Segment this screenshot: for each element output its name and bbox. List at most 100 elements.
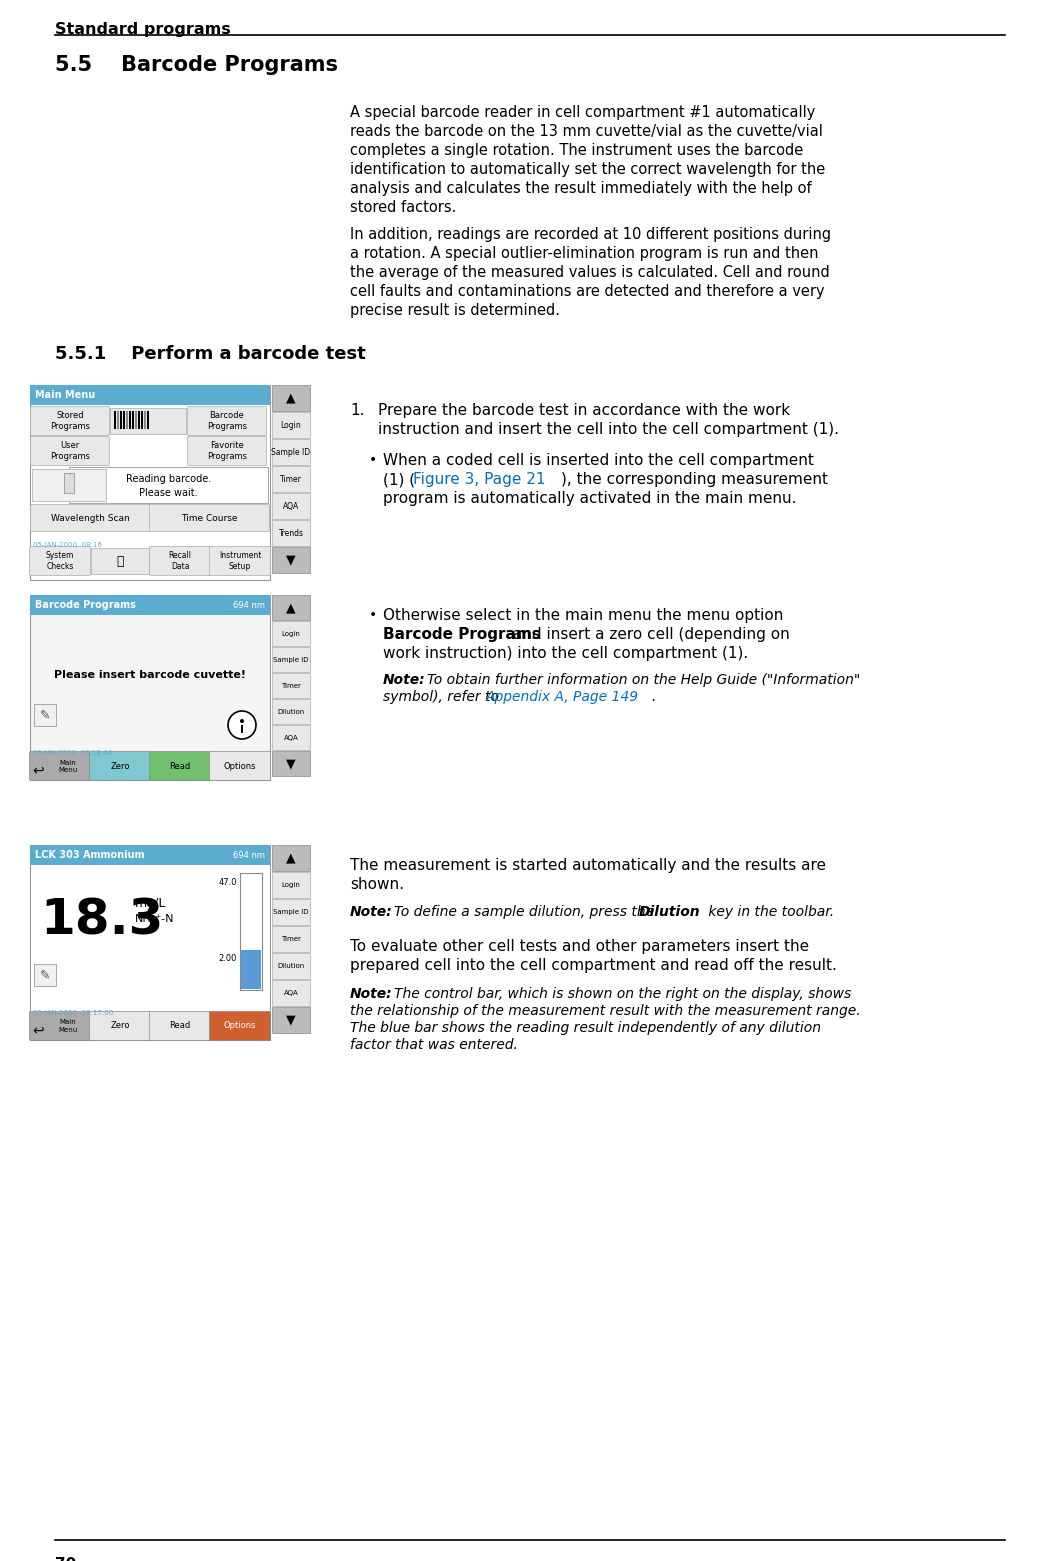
Text: identification to automatically set the correct wavelength for the: identification to automatically set the … (350, 162, 825, 176)
Bar (272, 926, 310, 952)
Text: 5.5.1    Perform a barcode test: 5.5.1 Perform a barcode test (55, 345, 365, 364)
Text: (1) (: (1) ( (383, 471, 415, 487)
Text: Reading barcode.: Reading barcode. (126, 475, 211, 484)
FancyBboxPatch shape (29, 1012, 90, 1041)
Text: To define a sample dilution, press the: To define a sample dilution, press the (394, 905, 658, 919)
Text: .: . (651, 690, 655, 704)
Text: Timer: Timer (281, 682, 301, 688)
FancyBboxPatch shape (29, 751, 90, 780)
Text: 1.: 1. (350, 403, 364, 418)
Bar (272, 699, 310, 724)
Bar (91, 548, 149, 574)
Text: the relationship of the measurement result with the measurement range.: the relationship of the measurement resu… (350, 1004, 861, 1018)
Bar (129, 411, 131, 429)
Text: Wavelength Scan: Wavelength Scan (51, 514, 130, 523)
Bar (138, 411, 140, 429)
FancyBboxPatch shape (34, 965, 56, 987)
Text: 70: 70 (55, 1556, 77, 1561)
Bar (272, 595, 310, 620)
Text: reads the barcode on the 13 mm cuvette/vial as the cuvette/vial: reads the barcode on the 13 mm cuvette/v… (350, 123, 823, 139)
Text: LCK 303 Ammonium: LCK 303 Ammonium (35, 851, 145, 860)
Text: Favorite
Programs: Favorite Programs (207, 442, 247, 460)
Text: mg/L: mg/L (135, 896, 166, 910)
Bar (69, 467, 268, 503)
Bar (272, 751, 310, 776)
Text: The blue bar shows the reading result independently of any dilution: The blue bar shows the reading result in… (350, 1021, 821, 1035)
Text: and insert a zero cell (depending on: and insert a zero cell (depending on (508, 628, 790, 642)
Text: Read: Read (169, 762, 191, 771)
Bar (272, 954, 310, 979)
Bar (272, 467, 310, 492)
Text: cell faults and contaminations are detected and therefore a very: cell faults and contaminations are detec… (350, 284, 824, 300)
Text: Barcode Programs: Barcode Programs (383, 628, 541, 642)
Text: shown.: shown. (350, 877, 404, 891)
Bar (114, 411, 116, 429)
Text: Note:: Note: (383, 673, 425, 687)
Bar (272, 724, 310, 749)
FancyBboxPatch shape (210, 1012, 271, 1041)
Text: completes a single rotation. The instrument uses the barcode: completes a single rotation. The instrum… (350, 144, 803, 158)
Bar (135, 411, 137, 429)
FancyBboxPatch shape (188, 437, 267, 465)
Text: Standard programs: Standard programs (55, 22, 231, 37)
Bar (272, 980, 310, 1005)
Text: Options: Options (224, 1021, 256, 1030)
Text: 05-JAN-2000  08:16: 05-JAN-2000 08:16 (33, 542, 102, 548)
FancyBboxPatch shape (210, 751, 271, 780)
Bar (123, 411, 125, 429)
Text: Main Menu: Main Menu (35, 390, 96, 400)
Circle shape (240, 720, 244, 723)
Bar (272, 439, 310, 465)
Text: Sample ID: Sample ID (272, 448, 311, 456)
Text: When a coded cell is inserted into the cell compartment: When a coded cell is inserted into the c… (383, 453, 814, 468)
Text: Note:: Note: (350, 905, 393, 919)
Text: Dilution: Dilution (277, 709, 304, 715)
Text: Read: Read (169, 1021, 191, 1030)
Text: 47.0: 47.0 (218, 877, 237, 887)
Text: ↩: ↩ (33, 763, 44, 777)
Text: AQA: AQA (284, 990, 298, 996)
Text: Instrument
Setup: Instrument Setup (218, 551, 261, 571)
Text: AQA: AQA (284, 735, 298, 740)
Text: Time Course: Time Course (182, 514, 237, 523)
Text: Main
Menu: Main Menu (59, 1019, 78, 1032)
Text: analysis and calculates the result immediately with the help of: analysis and calculates the result immed… (350, 181, 812, 197)
Text: 2.00: 2.00 (218, 954, 237, 963)
Text: User
Programs: User Programs (50, 442, 90, 460)
Text: 5.5    Barcode Programs: 5.5 Barcode Programs (55, 55, 338, 75)
Text: ▼: ▼ (287, 1013, 296, 1027)
FancyBboxPatch shape (89, 751, 150, 780)
Text: Prepare the barcode test in accordance with the work: Prepare the barcode test in accordance w… (378, 403, 790, 418)
Text: work instruction) into the cell compartment (1).: work instruction) into the cell compartm… (383, 646, 749, 660)
Text: symbol), refer to: symbol), refer to (383, 690, 503, 704)
Text: ▼: ▼ (287, 554, 296, 567)
Text: instruction and insert the cell into the cell compartment (1).: instruction and insert the cell into the… (378, 421, 839, 437)
Text: Dilution: Dilution (639, 905, 700, 919)
Text: a rotation. A special outlier-elimination program is run and then: a rotation. A special outlier-eliminatio… (350, 247, 819, 261)
Text: Stored
Programs: Stored Programs (50, 411, 90, 431)
Text: ▲: ▲ (287, 392, 296, 404)
Bar (240, 873, 262, 990)
Text: Options: Options (224, 762, 256, 771)
Bar (272, 520, 310, 546)
Bar (147, 411, 149, 429)
Text: •: • (369, 453, 377, 467)
Text: factor that was entered.: factor that was entered. (350, 1038, 518, 1052)
Bar (272, 493, 310, 518)
Bar (272, 621, 310, 646)
FancyBboxPatch shape (89, 1012, 150, 1041)
FancyBboxPatch shape (34, 704, 56, 726)
Text: Main
Menu: Main Menu (59, 760, 78, 773)
Bar (32, 468, 106, 501)
Bar (110, 407, 186, 434)
FancyBboxPatch shape (149, 1012, 210, 1041)
Text: ✎: ✎ (40, 709, 50, 721)
Text: precise result is determined.: precise result is determined. (350, 303, 560, 318)
FancyBboxPatch shape (149, 751, 210, 780)
Text: Barcode Programs: Barcode Programs (35, 599, 135, 610)
Text: Sample ID: Sample ID (273, 657, 309, 662)
Bar (242, 951, 261, 990)
Text: 🖨: 🖨 (117, 554, 124, 568)
FancyBboxPatch shape (210, 546, 271, 576)
Text: To evaluate other cell tests and other parameters insert the: To evaluate other cell tests and other p… (350, 940, 810, 954)
